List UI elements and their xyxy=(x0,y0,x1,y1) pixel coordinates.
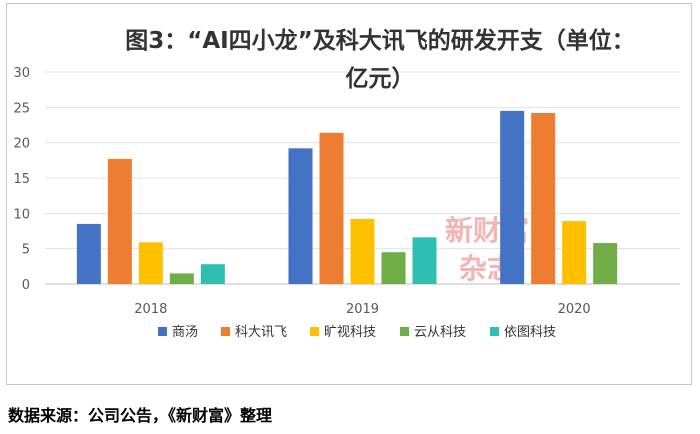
y-tick-label: 5 xyxy=(22,243,30,258)
x-category-label: 2020 xyxy=(558,302,591,317)
bar-2020-2 xyxy=(562,221,587,284)
y-tick-label: 30 xyxy=(13,66,30,81)
legend-swatch xyxy=(221,327,230,336)
data-source-note: 数据来源：公司公告，《新财富》整理 xyxy=(8,406,273,425)
bar-2018-1 xyxy=(107,158,132,284)
legend-label: 商汤 xyxy=(172,325,198,340)
bar-2019-0 xyxy=(288,148,313,284)
y-tick-label: 25 xyxy=(13,101,30,116)
bar-2018-2 xyxy=(138,242,163,284)
bar-2019-1 xyxy=(319,132,344,284)
legend-label: 依图科技 xyxy=(504,325,556,340)
bar-2018-0 xyxy=(76,223,101,284)
bar-2019-2 xyxy=(350,218,375,284)
bar-2019-4 xyxy=(412,237,437,284)
legend-label: 科大讯飞 xyxy=(235,325,287,340)
legend-label: 云从科技 xyxy=(414,325,466,340)
y-tick-label: 20 xyxy=(13,137,30,152)
legend-swatch xyxy=(490,327,499,336)
y-axis-ticks: 0 5 10 15 20 25 30 xyxy=(13,66,30,293)
legend: 商汤 科大讯飞 旷视科技 云从科技 依图科技 xyxy=(158,325,556,340)
legend-swatch xyxy=(310,327,319,336)
bar-2020-3 xyxy=(593,243,618,284)
y-tick-label: 0 xyxy=(22,278,30,293)
x-category-label: 2019 xyxy=(346,302,379,317)
bar-2019-3 xyxy=(381,252,406,284)
bars xyxy=(76,110,618,284)
chart-title: 图3：“AI四小龙”及科大讯飞的研发开支（单位：亿元） xyxy=(125,28,635,92)
x-category-label: 2018 xyxy=(134,302,167,317)
x-axis-categories: 2018 2019 2020 xyxy=(134,302,590,317)
bar-2018-3 xyxy=(169,273,194,284)
y-tick-label: 10 xyxy=(13,207,30,222)
legend-swatch xyxy=(158,327,167,336)
legend-label: 旷视科技 xyxy=(324,325,376,340)
bar-2018-4 xyxy=(200,264,225,284)
legend-swatch xyxy=(400,327,409,336)
y-tick-label: 15 xyxy=(13,172,30,187)
bar-2020-0 xyxy=(500,110,525,284)
bar-2020-1 xyxy=(531,112,556,284)
